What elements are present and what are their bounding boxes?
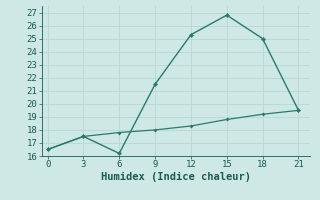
X-axis label: Humidex (Indice chaleur): Humidex (Indice chaleur): [101, 172, 251, 182]
